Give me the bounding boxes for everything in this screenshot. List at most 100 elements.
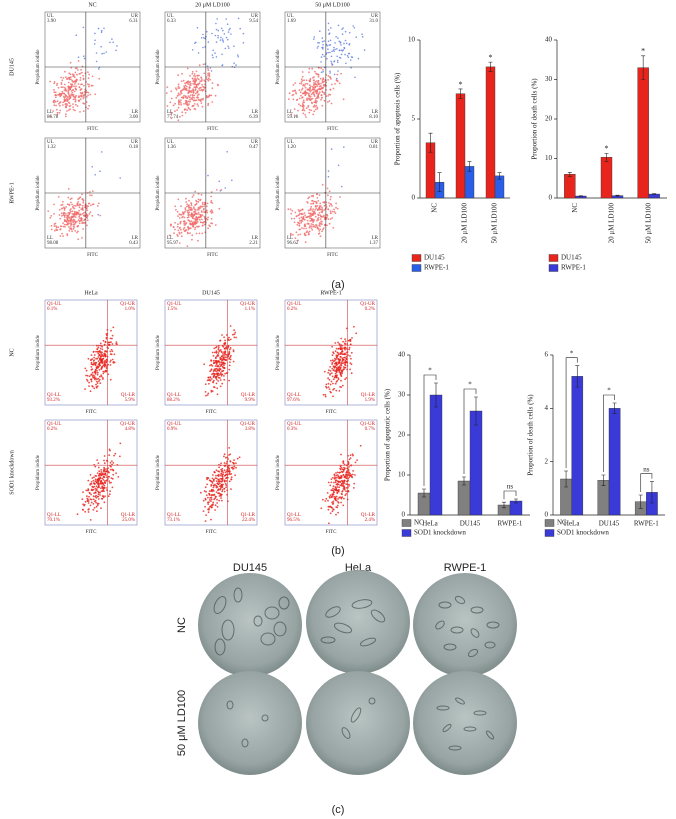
- event-dot: [211, 70, 213, 72]
- event-dot: [183, 103, 185, 105]
- event-dot: [183, 228, 185, 230]
- event-dot: [325, 396, 327, 398]
- event-dot: [99, 376, 101, 378]
- event-dot: [343, 482, 345, 484]
- event-dot: [181, 111, 183, 113]
- event-dot: [110, 341, 112, 343]
- event-dot: [80, 217, 82, 219]
- event-dot: [355, 36, 357, 38]
- event-dot: [218, 30, 220, 32]
- event-dot: [86, 217, 88, 219]
- event-dot: [324, 202, 326, 204]
- event-dot: [60, 94, 62, 96]
- event-dot: [198, 83, 200, 85]
- event-dot: [177, 211, 179, 213]
- event-dot: [212, 352, 214, 354]
- event-dot: [216, 189, 218, 191]
- event-dot: [313, 83, 315, 85]
- plot-frame: [165, 300, 257, 405]
- event-dot: [243, 33, 245, 35]
- event-dot: [223, 336, 225, 338]
- event-dot: [342, 351, 344, 353]
- event-dot: [79, 217, 81, 219]
- event-dot: [221, 491, 223, 493]
- event-dot: [340, 374, 342, 376]
- event-dot: [224, 340, 226, 342]
- event-dot: [214, 509, 216, 511]
- event-dot: [336, 377, 338, 379]
- event-dot: [190, 97, 192, 99]
- event-dot: [223, 379, 225, 381]
- event-dot: [112, 359, 114, 361]
- event-dot: [237, 56, 239, 58]
- event-dot: [224, 33, 226, 35]
- legend-swatch: [545, 520, 554, 527]
- y-tick-label: 30: [545, 75, 553, 83]
- legend-swatch: [402, 530, 411, 537]
- event-dot: [75, 104, 77, 106]
- event-dot: [62, 102, 64, 104]
- quadrant-value: 1.69: [287, 19, 296, 24]
- event-dot: [174, 103, 176, 105]
- event-dot: [328, 176, 330, 178]
- event-dot: [94, 93, 96, 95]
- event-dot: [342, 385, 344, 387]
- event-dot: [58, 103, 60, 105]
- event-dot: [94, 33, 96, 35]
- event-dot: [335, 481, 337, 483]
- event-dot: [335, 514, 337, 516]
- event-dot: [328, 29, 330, 31]
- event-dot: [53, 213, 55, 215]
- event-dot: [79, 86, 81, 88]
- event-dot: [327, 492, 329, 494]
- quadrant-value: 3.8%: [245, 427, 255, 432]
- event-dot: [180, 229, 182, 231]
- event-dot: [329, 32, 331, 34]
- quadrant-value: 2.4%: [365, 518, 375, 523]
- event-dot: [321, 88, 323, 90]
- event-dot: [82, 75, 84, 77]
- event-dot: [178, 104, 180, 106]
- event-dot: [76, 79, 78, 81]
- event-dot: [325, 384, 327, 386]
- legend-swatch: [412, 255, 421, 262]
- event-dot: [334, 477, 336, 479]
- y-tick-label: 0: [549, 194, 553, 202]
- event-dot: [220, 358, 222, 360]
- event-dot: [216, 478, 218, 480]
- event-dot: [308, 212, 310, 214]
- event-dot: [196, 201, 198, 203]
- event-dot: [204, 84, 206, 86]
- event-dot: [355, 462, 357, 464]
- event-dot: [109, 351, 111, 353]
- event-dot: [88, 382, 90, 384]
- event-dot: [88, 385, 90, 387]
- event-dot: [72, 89, 74, 91]
- event-dot: [92, 85, 94, 87]
- significance-label: *: [459, 80, 463, 89]
- event-dot: [111, 338, 113, 340]
- event-dot: [91, 379, 93, 381]
- event-dot: [230, 356, 232, 358]
- plot-frame: [165, 420, 257, 525]
- event-dot: [319, 91, 321, 93]
- event-dot: [101, 151, 103, 153]
- event-dot: [336, 56, 338, 58]
- y-axis-label: Propidium iodide: [36, 334, 41, 370]
- quadrant-value: 6.31: [129, 19, 138, 24]
- event-dot: [319, 229, 321, 231]
- event-dot: [335, 479, 337, 481]
- event-dot: [69, 88, 71, 90]
- x-axis-label: FITC: [207, 127, 219, 132]
- event-dot: [331, 478, 333, 480]
- event-dot: [216, 469, 218, 471]
- event-dot: [100, 343, 102, 345]
- event-dot: [208, 77, 210, 79]
- event-dot: [315, 109, 317, 111]
- event-dot: [112, 487, 114, 489]
- x-axis-label: FITC: [87, 127, 99, 132]
- event-dot: [178, 92, 180, 94]
- event-dot: [339, 481, 341, 483]
- event-dot: [345, 340, 347, 342]
